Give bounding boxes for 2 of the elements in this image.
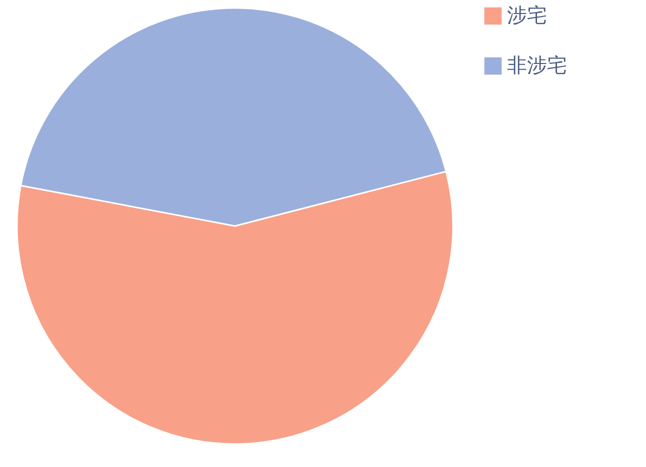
legend-label: 非涉宅 [507, 53, 567, 77]
legend-label: 涉宅 [507, 3, 547, 27]
